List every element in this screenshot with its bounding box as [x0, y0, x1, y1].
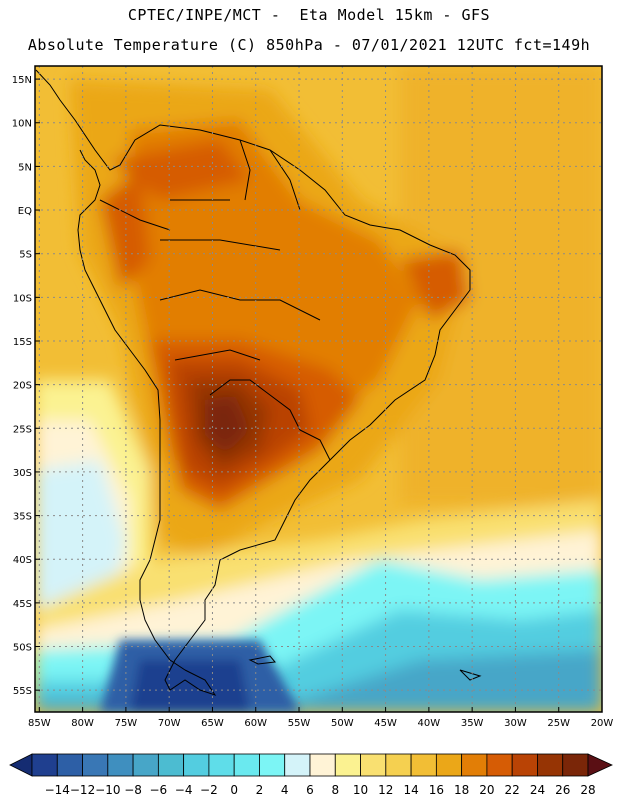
- lat-label: 5N: [18, 162, 32, 173]
- lat-label: 40S: [13, 555, 32, 566]
- legend-label: 28: [580, 783, 595, 797]
- lon-label: 30W: [504, 718, 527, 729]
- legend-over-arrow: [587, 753, 613, 777]
- legend-label: 2: [256, 783, 264, 797]
- lon-label: 80W: [71, 718, 94, 729]
- legend-swatch: [511, 753, 538, 777]
- legend-label: 6: [306, 783, 314, 797]
- lon-label: 45W: [374, 718, 397, 729]
- lon-label: 35W: [461, 718, 484, 729]
- legend-swatch: [132, 753, 159, 777]
- lat-label: 35S: [13, 512, 32, 523]
- legend-label: −8: [124, 783, 142, 797]
- lat-label: 45S: [13, 599, 32, 610]
- lat-label: 25S: [13, 424, 32, 435]
- legend-swatch: [208, 753, 235, 777]
- lat-label: 30S: [13, 468, 32, 479]
- legend-swatch: [233, 753, 260, 777]
- graticule: [35, 66, 602, 712]
- legend-swatch: [461, 753, 488, 777]
- longitude-labels: 85W 80W 75W 70W 65W 60W 55W 50W 45W 40W 35W 30W 25W 2…: [28, 707, 613, 729]
- legend-label: −12: [70, 783, 95, 797]
- legend-swatch: [107, 753, 134, 777]
- lat-label: 15N: [12, 75, 32, 86]
- legend-label: −6: [150, 783, 168, 797]
- legend-label: 14: [403, 783, 418, 797]
- legend-label: 20: [479, 783, 494, 797]
- legend-label: 26: [555, 783, 570, 797]
- lat-label: 10N: [12, 119, 32, 130]
- coastlines: [35, 69, 482, 696]
- latitude-labels: 15N 10N 5N EQ 5S 10S 15S 20S 25S 30S 35S 40S 45S 50S 5…: [12, 75, 40, 697]
- lon-label: 75W: [115, 718, 138, 729]
- lon-label: 20W: [591, 718, 614, 729]
- legend-swatch: [435, 753, 463, 777]
- legend-label: 24: [530, 783, 545, 797]
- lat-label: 55S: [13, 686, 32, 697]
- legend-swatch: [56, 753, 83, 777]
- legend-label: −14: [45, 783, 70, 797]
- legend-label: 4: [281, 783, 289, 797]
- lon-label: 50W: [331, 718, 354, 729]
- lat-label: EQ: [18, 206, 32, 217]
- legend-swatch: [562, 753, 589, 777]
- legend-swatch: [385, 753, 412, 777]
- lon-label: 60W: [244, 718, 267, 729]
- color-legend: −14 −12 −10 −8 −6 −4 −2 0 2 4 6 8 10 12 14 16 18 20 22 24 26…: [9, 753, 613, 797]
- lon-label: 25W: [547, 718, 570, 729]
- lon-label: 65W: [201, 718, 224, 729]
- legend-label: 0: [230, 783, 238, 797]
- map-frame: [34, 65, 603, 713]
- legend-swatch: [157, 753, 185, 777]
- legend-swatch: [486, 753, 513, 777]
- legend-label: 16: [429, 783, 444, 797]
- legend-swatch: [183, 753, 210, 777]
- lon-label: 55W: [288, 718, 311, 729]
- legend-swatch: [360, 753, 387, 777]
- legend-label: −2: [200, 783, 218, 797]
- lon-label: 85W: [28, 718, 51, 729]
- legend-label: 10: [353, 783, 368, 797]
- legend-swatch: [334, 753, 361, 777]
- legend-label: −10: [95, 783, 120, 797]
- map-subtitle: Absolute Temperature (C) 850hPa - 07/01/…: [27, 36, 591, 54]
- legend-swatch: [31, 753, 58, 777]
- legend-label: 12: [378, 783, 393, 797]
- legend-label: −4: [175, 783, 193, 797]
- legend-swatch: [259, 753, 286, 777]
- legend-swatch: [82, 753, 109, 777]
- lat-label: 10S: [13, 293, 32, 304]
- temperature-field: [35, 66, 602, 712]
- legend-swatch: [284, 753, 311, 777]
- legend-label: 18: [454, 783, 469, 797]
- lat-label: 50S: [13, 643, 32, 654]
- legend-label: 22: [505, 783, 520, 797]
- legend-under-arrow: [9, 753, 33, 777]
- legend-swatch: [410, 753, 437, 777]
- map-title: CPTEC/INPE/MCT - Eta Model 15km - GFS: [127, 6, 491, 24]
- legend-swatch: [309, 753, 336, 777]
- legend-swatch: [537, 753, 564, 777]
- lon-label: 40W: [418, 718, 441, 729]
- lat-label: 15S: [13, 337, 32, 348]
- legend-label: 8: [331, 783, 339, 797]
- lat-label: 5S: [19, 250, 32, 261]
- lon-label: 70W: [158, 718, 181, 729]
- lat-label: 20S: [13, 381, 32, 392]
